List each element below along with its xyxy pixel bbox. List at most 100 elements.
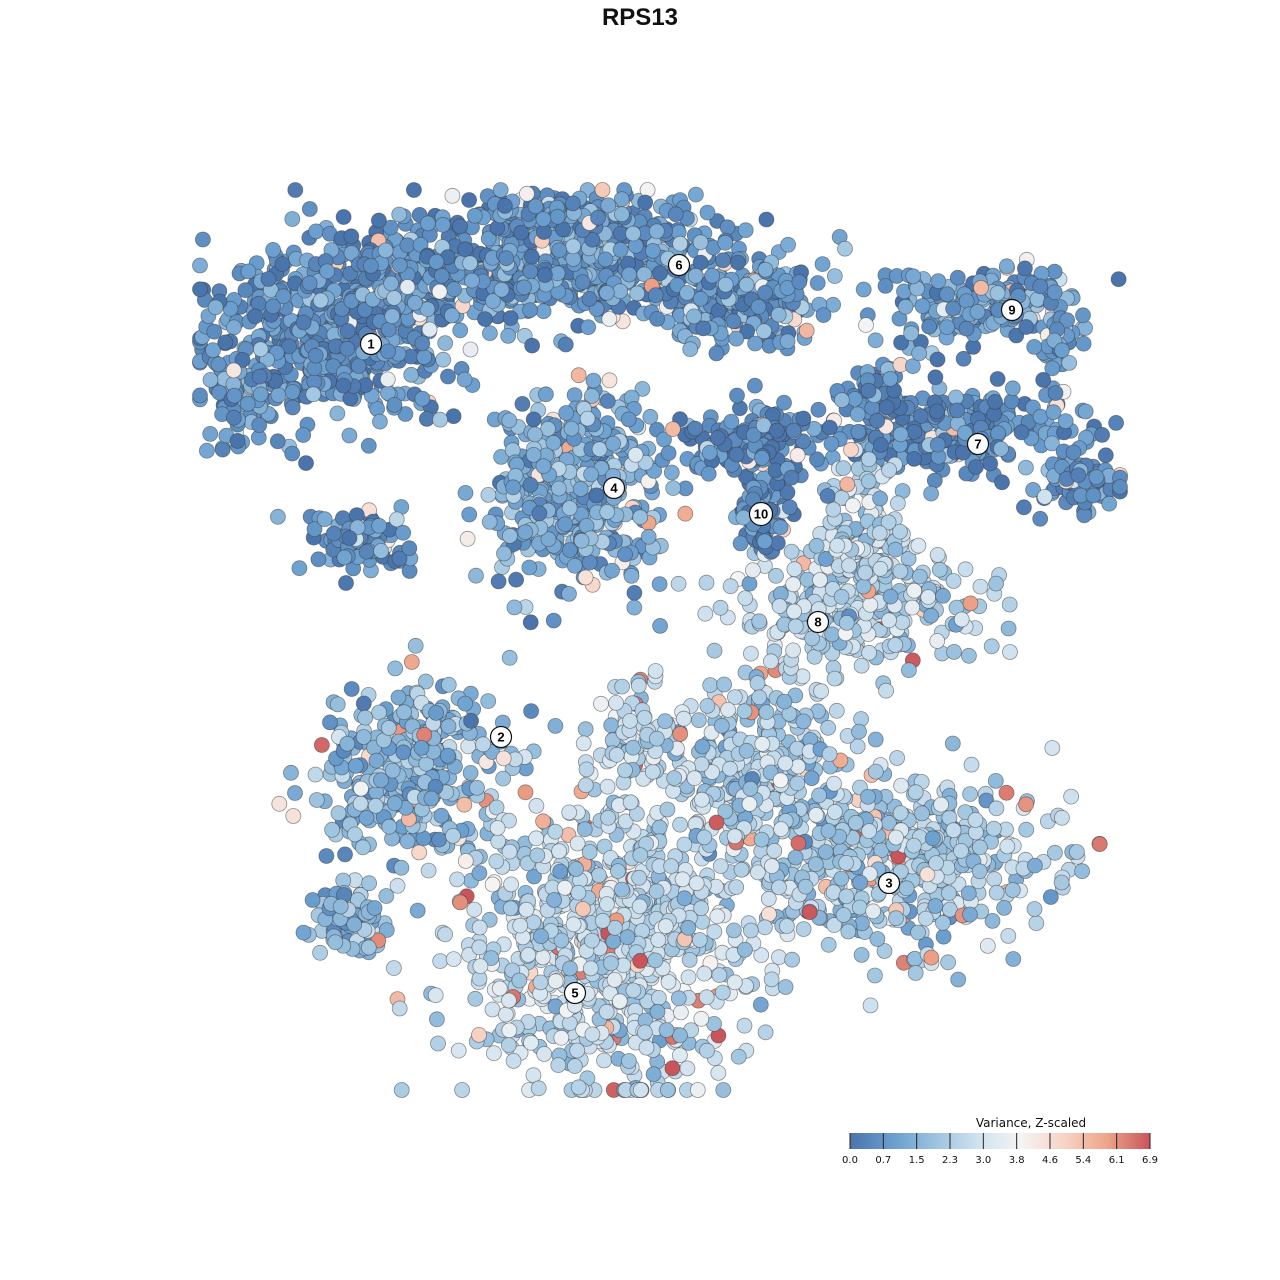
data-point <box>506 599 523 616</box>
data-point <box>206 323 223 340</box>
data-point <box>598 284 615 301</box>
data-point <box>496 197 513 214</box>
data-point <box>271 795 288 812</box>
data-point <box>308 223 324 240</box>
data-point <box>500 327 517 344</box>
data-point <box>285 808 302 824</box>
data-point <box>926 472 943 489</box>
data-point <box>338 575 354 591</box>
data-point <box>353 780 369 797</box>
data-point <box>337 846 353 863</box>
data-point <box>751 689 768 706</box>
data-point <box>642 408 659 425</box>
data-point <box>428 705 445 721</box>
data-point <box>622 713 638 729</box>
data-point <box>581 554 598 571</box>
data-point <box>386 290 403 306</box>
data-point <box>281 338 297 355</box>
data-point <box>490 573 507 590</box>
data-point <box>696 829 713 846</box>
data-point <box>1091 836 1108 852</box>
data-point <box>1094 426 1110 443</box>
data-point <box>471 1027 487 1043</box>
data-point <box>928 855 944 871</box>
data-point <box>795 921 812 937</box>
data-point <box>339 735 356 752</box>
data-point <box>581 290 598 307</box>
data-point <box>440 368 456 385</box>
data-point <box>307 347 324 364</box>
data-point <box>354 839 371 856</box>
data-point <box>433 267 450 284</box>
data-point <box>693 1010 710 1027</box>
data-point <box>699 698 716 714</box>
data-point <box>1026 901 1043 917</box>
data-point <box>809 275 826 291</box>
data-point <box>944 735 961 752</box>
data-point <box>929 436 946 453</box>
data-point <box>406 294 423 311</box>
data-point <box>387 660 404 677</box>
data-point <box>706 923 723 940</box>
data-point <box>728 879 745 895</box>
data-point <box>608 746 625 763</box>
data-point <box>835 907 852 923</box>
data-point <box>495 750 512 767</box>
data-point <box>457 853 474 869</box>
data-point <box>577 777 594 794</box>
data-point <box>935 928 952 945</box>
data-point <box>979 938 996 954</box>
data-point <box>355 695 372 712</box>
data-point <box>416 727 433 743</box>
data-point <box>395 744 412 761</box>
data-point <box>395 524 412 541</box>
data-point <box>647 952 664 969</box>
data-point <box>522 263 539 280</box>
data-point <box>873 436 889 453</box>
data-point <box>626 585 643 601</box>
data-point <box>525 411 542 428</box>
data-point <box>549 208 566 225</box>
data-point <box>907 784 924 801</box>
data-point <box>743 922 759 939</box>
data-point <box>274 256 291 273</box>
data-point <box>722 578 739 595</box>
data-point <box>865 903 881 920</box>
data-point <box>403 654 420 670</box>
data-point <box>284 445 301 462</box>
data-point <box>630 677 647 694</box>
data-point <box>572 481 589 497</box>
data-point <box>736 1017 753 1034</box>
data-point <box>343 681 360 697</box>
data-point <box>570 884 587 901</box>
data-point <box>403 366 420 383</box>
data-point <box>381 818 398 835</box>
data-point <box>574 274 591 291</box>
data-point <box>590 209 606 226</box>
data-point <box>466 901 483 918</box>
data-point <box>677 505 694 522</box>
data-point <box>357 709 374 726</box>
data-point <box>914 805 930 822</box>
data-point <box>591 441 608 458</box>
data-point <box>240 263 257 280</box>
data-point <box>889 750 905 766</box>
data-point <box>649 310 665 327</box>
data-point <box>384 308 401 325</box>
data-point <box>963 756 980 773</box>
data-point <box>301 201 318 217</box>
data-point <box>339 323 356 339</box>
data-point <box>987 393 1003 410</box>
data-point <box>561 804 578 821</box>
data-point <box>600 197 617 214</box>
data-point <box>349 519 366 536</box>
data-point <box>511 972 528 989</box>
data-point <box>693 756 710 773</box>
data-point <box>867 763 884 780</box>
data-point <box>579 410 596 427</box>
data-point <box>366 900 383 916</box>
data-point <box>760 890 777 907</box>
data-point <box>561 500 578 517</box>
data-point <box>704 267 721 284</box>
data-point <box>329 405 346 422</box>
